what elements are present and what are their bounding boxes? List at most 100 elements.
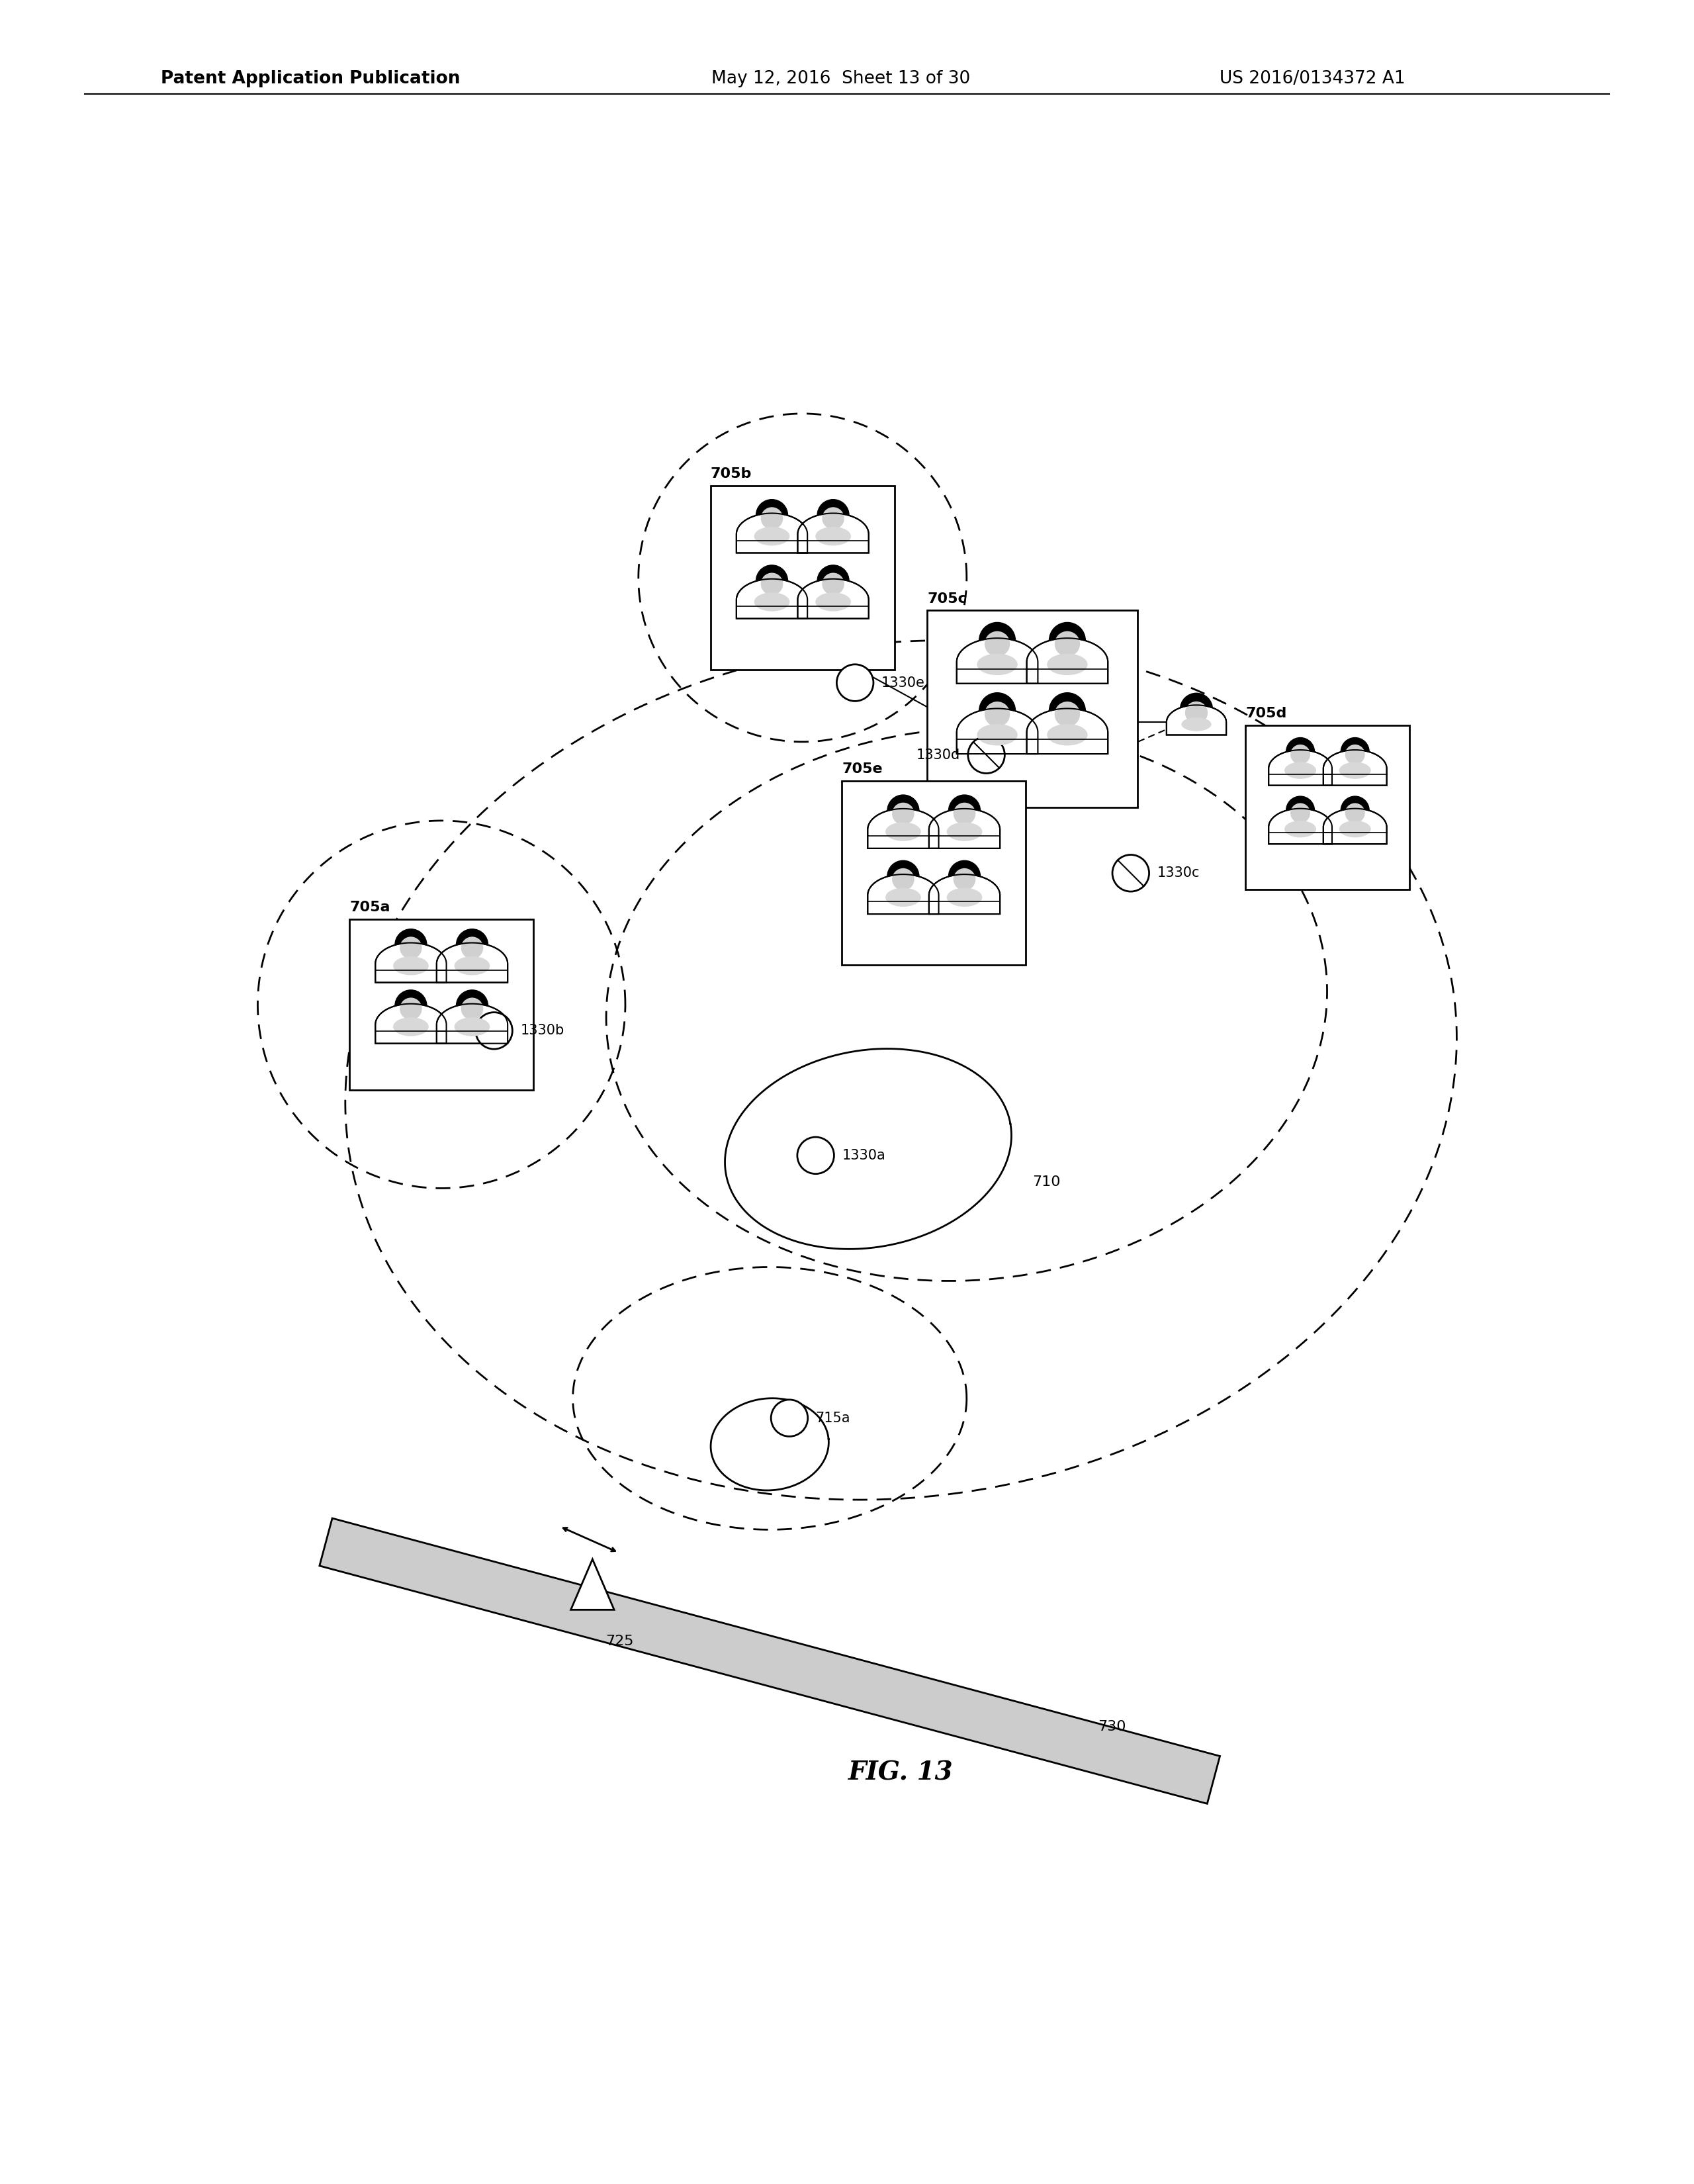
Circle shape <box>893 802 915 826</box>
FancyBboxPatch shape <box>1245 725 1409 889</box>
Ellipse shape <box>886 889 922 906</box>
Ellipse shape <box>977 725 1018 745</box>
Ellipse shape <box>754 526 789 546</box>
Circle shape <box>400 998 422 1020</box>
Text: 1330c: 1330c <box>1157 867 1199 880</box>
Circle shape <box>949 860 981 893</box>
Circle shape <box>1342 738 1369 767</box>
Circle shape <box>1286 797 1315 826</box>
Polygon shape <box>957 708 1038 753</box>
Circle shape <box>1055 701 1081 727</box>
Ellipse shape <box>754 592 789 612</box>
Circle shape <box>1113 854 1149 891</box>
Ellipse shape <box>977 653 1018 675</box>
Ellipse shape <box>947 821 983 841</box>
Text: 1330e: 1330e <box>881 677 925 690</box>
Circle shape <box>979 692 1015 729</box>
Circle shape <box>949 795 981 826</box>
FancyBboxPatch shape <box>711 485 894 670</box>
Circle shape <box>893 869 915 891</box>
Polygon shape <box>737 579 808 618</box>
Circle shape <box>761 507 783 529</box>
Text: 730: 730 <box>1098 1721 1127 1734</box>
Text: 705a: 705a <box>349 900 390 913</box>
Circle shape <box>822 507 844 529</box>
Circle shape <box>1342 797 1369 826</box>
Polygon shape <box>957 638 1038 684</box>
Ellipse shape <box>454 957 490 976</box>
Ellipse shape <box>454 1018 490 1035</box>
Text: 1330a: 1330a <box>842 1149 886 1162</box>
Polygon shape <box>1027 638 1108 684</box>
Text: 725: 725 <box>606 1634 634 1649</box>
Circle shape <box>395 989 427 1022</box>
Text: FIG. 13: FIG. 13 <box>849 1760 954 1784</box>
Circle shape <box>1345 804 1365 823</box>
Circle shape <box>822 572 844 594</box>
Circle shape <box>888 795 920 826</box>
Polygon shape <box>737 513 808 553</box>
Ellipse shape <box>815 526 850 546</box>
Ellipse shape <box>1340 821 1370 836</box>
FancyBboxPatch shape <box>842 782 1027 965</box>
Circle shape <box>461 998 483 1020</box>
Circle shape <box>954 802 976 826</box>
Text: 715a: 715a <box>817 1411 850 1424</box>
Circle shape <box>817 566 849 596</box>
Circle shape <box>476 1013 512 1048</box>
Circle shape <box>979 622 1015 660</box>
Circle shape <box>1049 692 1086 729</box>
Polygon shape <box>798 513 869 553</box>
Text: 710: 710 <box>1032 1175 1060 1188</box>
Circle shape <box>761 572 783 594</box>
Ellipse shape <box>393 957 429 976</box>
Ellipse shape <box>815 592 850 612</box>
Circle shape <box>1181 692 1213 725</box>
Text: 705b: 705b <box>711 467 752 480</box>
Ellipse shape <box>947 889 983 906</box>
Ellipse shape <box>1047 653 1088 675</box>
Polygon shape <box>1269 749 1331 786</box>
Polygon shape <box>571 1559 615 1610</box>
Text: 705e: 705e <box>842 762 883 775</box>
Text: 1330b: 1330b <box>520 1024 564 1037</box>
Circle shape <box>1049 622 1086 660</box>
Text: May 12, 2016  Sheet 13 of 30: May 12, 2016 Sheet 13 of 30 <box>711 70 971 87</box>
FancyBboxPatch shape <box>927 612 1137 808</box>
Polygon shape <box>867 874 938 915</box>
Ellipse shape <box>1181 716 1211 732</box>
Circle shape <box>1291 804 1309 823</box>
Polygon shape <box>1167 705 1226 736</box>
Circle shape <box>837 664 874 701</box>
Circle shape <box>1186 701 1208 725</box>
Polygon shape <box>437 943 508 983</box>
Circle shape <box>461 937 483 959</box>
Ellipse shape <box>1284 821 1316 836</box>
Polygon shape <box>928 874 999 915</box>
Polygon shape <box>798 579 869 618</box>
Circle shape <box>888 860 920 893</box>
Polygon shape <box>1323 808 1387 843</box>
Polygon shape <box>1027 708 1108 753</box>
Circle shape <box>817 500 849 531</box>
Circle shape <box>967 736 1005 773</box>
Ellipse shape <box>886 821 922 841</box>
Text: US 2016/0134372 A1: US 2016/0134372 A1 <box>1220 70 1406 87</box>
Circle shape <box>456 928 488 961</box>
Ellipse shape <box>393 1018 429 1035</box>
Circle shape <box>954 869 976 891</box>
Ellipse shape <box>1284 762 1316 780</box>
Polygon shape <box>437 1005 508 1044</box>
Ellipse shape <box>1047 725 1088 745</box>
Circle shape <box>1345 745 1365 764</box>
Circle shape <box>984 701 1010 727</box>
Circle shape <box>798 1138 833 1173</box>
Circle shape <box>395 928 427 961</box>
FancyBboxPatch shape <box>349 919 534 1090</box>
Polygon shape <box>320 1518 1220 1804</box>
Circle shape <box>1286 738 1315 767</box>
Circle shape <box>771 1400 808 1437</box>
Circle shape <box>1291 745 1309 764</box>
Ellipse shape <box>1340 762 1370 780</box>
Text: 705c: 705c <box>927 592 967 605</box>
